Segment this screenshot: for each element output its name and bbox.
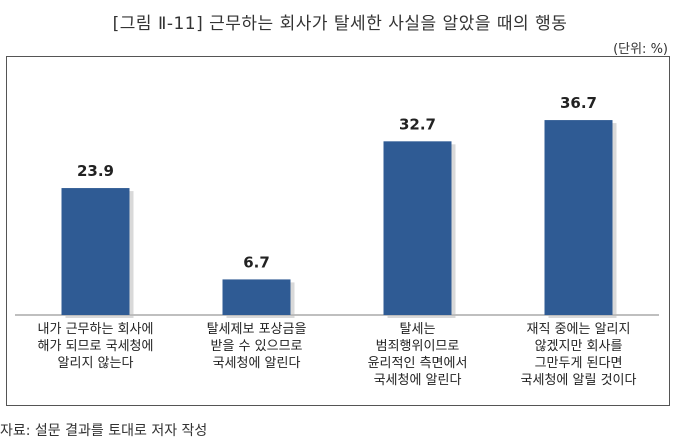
- bar: [383, 141, 452, 315]
- chart-frame: [6, 56, 670, 406]
- category-label-line: 내가 근무하는 회사에: [38, 322, 154, 337]
- chart-title: [그림 Ⅱ-11] 근무하는 회사가 탈세한 사실을 알았을 때의 행동: [112, 14, 568, 34]
- data-label: 23.9: [77, 162, 114, 180]
- category-label-line: 탈세는: [400, 322, 436, 337]
- data-label: 6.7: [243, 253, 270, 271]
- category-label-line: 알리지 않는다: [58, 356, 134, 371]
- category-label-line: 재직 중에는 알리지: [527, 322, 631, 337]
- category-label-line: 국세청에 알린다: [213, 356, 301, 371]
- category-label-line: 받을 수 있으므로: [211, 339, 303, 354]
- category-label-line: 않겠지만 회사를: [535, 339, 623, 354]
- data-label: 32.7: [399, 115, 436, 133]
- category-label-line: 해가 되므로 국세청에: [38, 339, 154, 354]
- category-label-line: 국세청에 알린다: [374, 373, 462, 388]
- bar: [61, 188, 130, 315]
- category-label-line: 국세청에 알릴 것이다: [521, 373, 637, 388]
- source-note: 자료: 설문 결과를 토대로 저자 작성: [0, 423, 208, 439]
- category-label-line: 탈세제보 포상금을: [207, 322, 307, 337]
- bar: [222, 279, 291, 315]
- unit-label: (단위: %): [613, 42, 668, 57]
- data-label: 36.7: [560, 94, 597, 112]
- bar: [544, 120, 613, 316]
- category-label-line: 그만두게 된다면: [535, 356, 623, 371]
- category-label-line: 윤리적인 측면에서: [368, 356, 468, 371]
- category-label-line: 범죄행위이므로: [376, 338, 460, 354]
